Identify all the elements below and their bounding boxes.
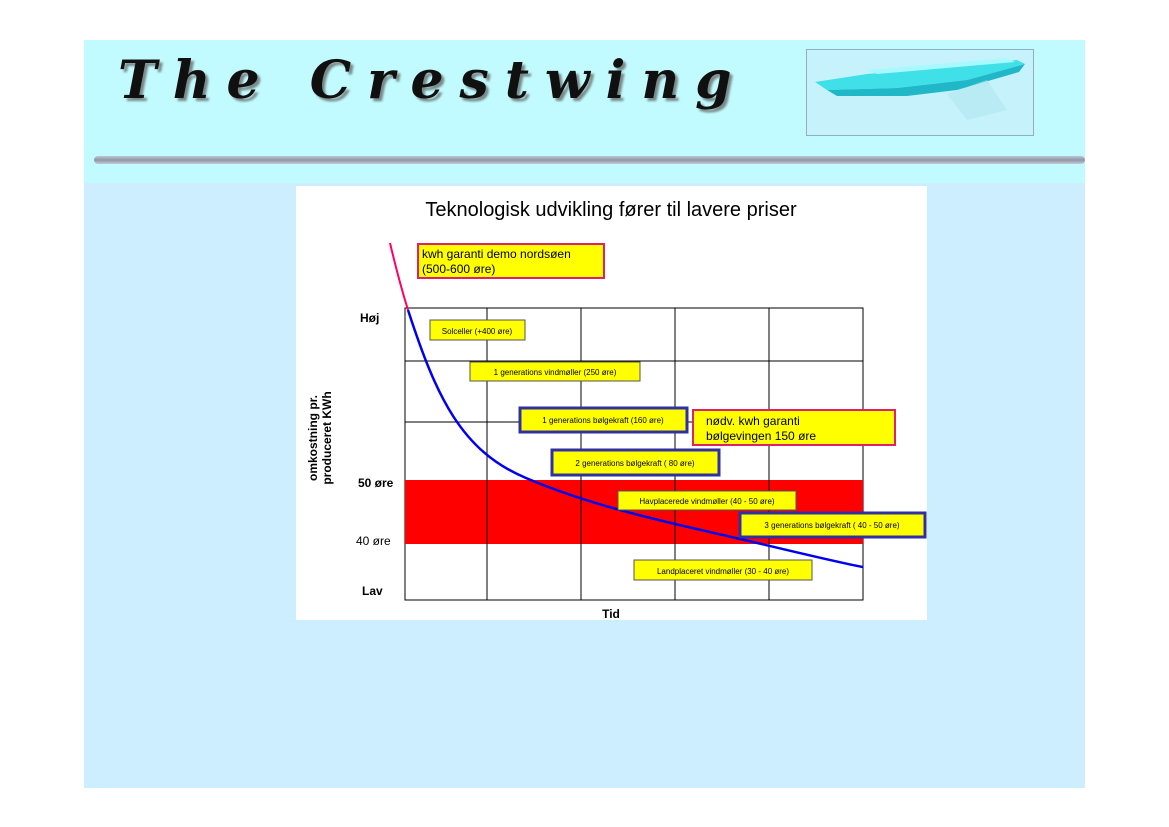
y-tick-40: 40 øre (356, 534, 391, 548)
crestwing-logo (806, 49, 1034, 136)
curve-extension (389, 242, 409, 311)
annotation-bolge2: 2 generations bølgekraft ( 80 øre) (550, 448, 721, 477)
chart-title: Teknologisk udvikling fører til lavere p… (425, 199, 797, 221)
annotation-bolge3: 3 generations bølgekraft ( 40 - 50 øre) (738, 511, 927, 539)
annotation-solceller: Solceller (+400 øre) (429, 319, 526, 341)
slide-header: The Crestwing (84, 40, 1085, 183)
annotation-nodv: nødv. kwh garanti bølgevingen 150 øre (692, 409, 896, 446)
slide-title: The Crestwing (118, 50, 748, 111)
y-axis-label-2: produceret KWh (320, 391, 334, 484)
cost-curve (406, 309, 864, 569)
svg-text:bølgevingen 150 øre: bølgevingen 150 øre (706, 429, 816, 443)
annotation-landplaceret: Landplaceret vindmøller (30 - 40 øre) (633, 559, 813, 581)
y-tick-50: 50 øre (358, 476, 394, 490)
svg-text:Havplacerede vindmøller (40 -: Havplacerede vindmøller (40 - 50 øre) (639, 497, 774, 506)
annotation-havplacerede: Havplacerede vindmøller (40 - 50 øre) (617, 490, 797, 511)
header-divider (94, 156, 1085, 164)
price-chart: Teknologisk udvikling fører til lavere p… (296, 186, 927, 620)
y-tick-hoj: Høj (360, 311, 379, 325)
svg-text:2 generations bølgekraft ( 80: 2 generations bølgekraft ( 80 øre) (575, 459, 695, 468)
svg-text:nødv. kwh garanti: nødv. kwh garanti (706, 414, 800, 428)
svg-text:(500-600 øre): (500-600 øre) (422, 262, 495, 276)
svg-text:Solceller (+400 øre): Solceller (+400 øre) (442, 327, 513, 336)
svg-text:1 generations vindmøller (250: 1 generations vindmøller (250 øre) (494, 368, 617, 377)
y-tick-lav: Lav (362, 584, 383, 598)
y-axis-label-1: omkostning pr. (306, 395, 320, 481)
svg-text:kwh garanti demo nordsøen: kwh garanti demo nordsøen (422, 247, 571, 261)
annotation-demo: kwh garanti demo nordsøen (500-600 øre) (417, 243, 605, 279)
annotation-bolge1: 1 generations bølgekraft (160 øre) (518, 406, 689, 434)
annotation-vind1: 1 generations vindmøller (250 øre) (469, 361, 641, 382)
svg-text:3 generations bølgekraft ( 40: 3 generations bølgekraft ( 40 - 50 øre) (764, 521, 900, 530)
svg-text:Landplaceret vindmøller (30 -: Landplaceret vindmøller (30 - 40 øre) (657, 567, 789, 576)
x-axis-label: Tid (602, 607, 620, 620)
svg-text:1 generations bølgekraft (160: 1 generations bølgekraft (160 øre) (542, 416, 664, 425)
